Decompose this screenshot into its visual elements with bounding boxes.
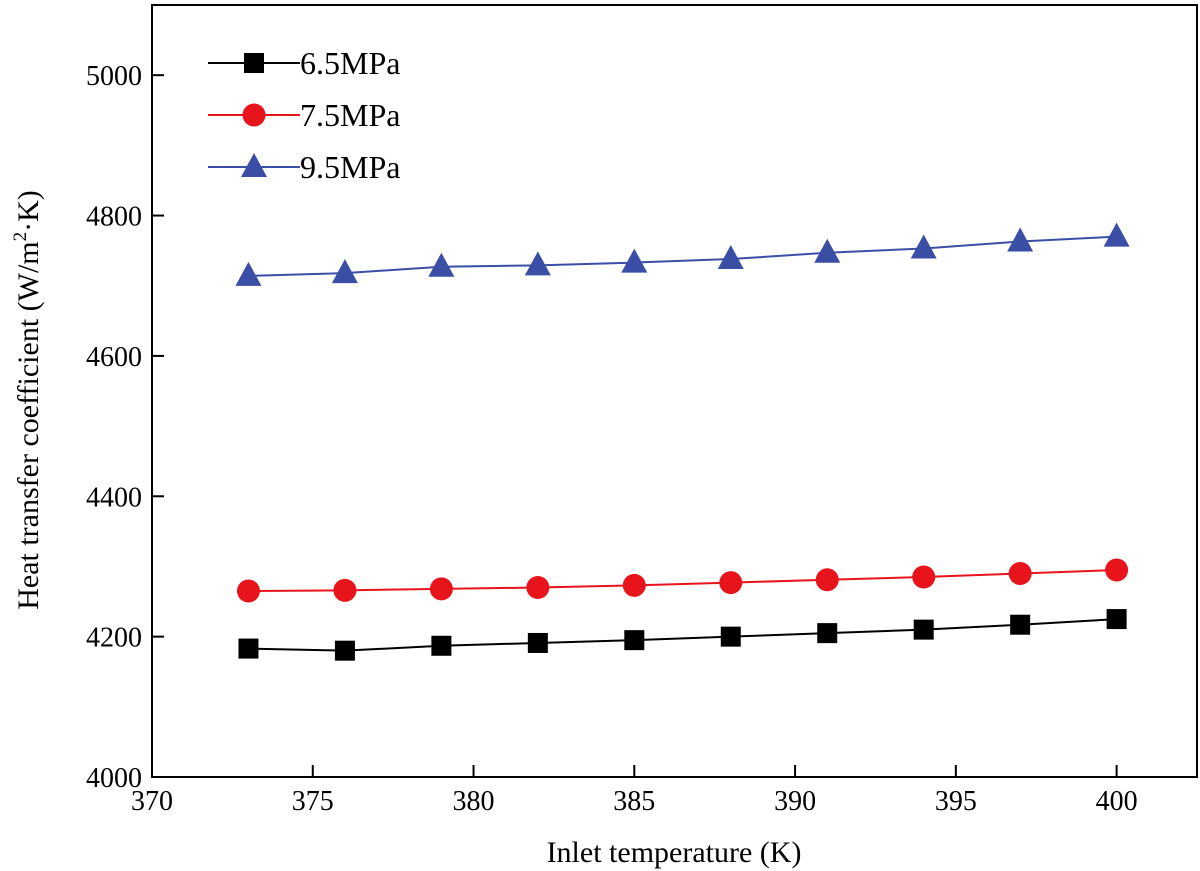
x-tick-label: 375 <box>292 786 334 817</box>
data-point <box>1008 561 1032 585</box>
legend-item: 6.5MPa <box>208 45 400 81</box>
data-point <box>429 577 453 601</box>
data-point <box>622 573 646 597</box>
series-6.5MPa <box>238 609 1127 661</box>
x-tick-label: 400 <box>1096 786 1138 817</box>
y-axis-title-end: ·K) <box>12 190 45 232</box>
x-tick-label: 380 <box>453 786 495 817</box>
data-point <box>912 565 936 589</box>
series-line <box>248 568 1117 593</box>
data-point <box>814 238 841 263</box>
data-point <box>333 578 357 602</box>
series-layer <box>235 222 1130 661</box>
data-point <box>621 248 648 273</box>
x-tick-label: 390 <box>774 786 816 817</box>
x-tick-label: 385 <box>613 786 655 817</box>
data-point <box>720 626 741 647</box>
data-point <box>719 571 743 595</box>
data-point <box>913 619 934 640</box>
data-point <box>334 640 355 661</box>
y-tick-label: 4200 <box>86 623 142 654</box>
data-point <box>1007 227 1034 252</box>
y-axis: 4000 4200 4400 4600 4800 5000 <box>86 61 164 794</box>
data-point <box>428 252 455 277</box>
series-line <box>248 618 1117 652</box>
data-point <box>527 632 548 653</box>
y-tick-label: 5000 <box>86 61 142 92</box>
series-line <box>248 235 1117 277</box>
x-tick-label: 370 <box>131 786 173 817</box>
legend-label: 7.5MPa <box>300 97 400 133</box>
y-tick-label: 4800 <box>86 202 142 233</box>
legend: 6.5MPa 7.5MPa 9.5MPa <box>208 45 400 185</box>
data-point <box>1106 609 1127 630</box>
data-point <box>1010 614 1031 635</box>
legend-item: 7.5MPa <box>208 97 400 133</box>
data-point <box>526 576 550 600</box>
data-point <box>1103 222 1130 247</box>
legend-marker <box>241 153 267 177</box>
plot-frame <box>151 4 1198 778</box>
data-point <box>910 234 937 259</box>
y-tick-label: 4600 <box>86 342 142 373</box>
x-tick-label: 395 <box>935 786 977 817</box>
y-axis-title-superscript: 2 <box>10 232 31 242</box>
y-tick-label: 4000 <box>86 763 142 794</box>
data-point <box>815 568 839 592</box>
data-point <box>331 259 358 284</box>
data-point <box>1105 558 1129 582</box>
x-axis: 370 375 380 385 390 395 400 <box>131 765 1138 817</box>
legend-marker <box>242 103 266 127</box>
data-point <box>817 623 838 644</box>
data-point <box>717 245 744 270</box>
legend-label: 9.5MPa <box>300 149 400 185</box>
legend-label: 6.5MPa <box>300 45 400 81</box>
data-point <box>236 579 260 603</box>
x-axis-title: Inlet temperature (K) <box>547 836 802 869</box>
y-axis-title: Heat transfer coefficient (W/m2·K) <box>10 190 45 610</box>
legend-item: 9.5MPa <box>208 149 400 185</box>
legend-marker <box>244 53 264 73</box>
data-point <box>624 630 645 651</box>
series-7.5MPa <box>236 558 1129 603</box>
data-point <box>524 251 551 276</box>
data-point <box>238 638 259 659</box>
data-point <box>235 261 262 286</box>
data-point <box>431 635 452 656</box>
y-axis-title-main: Heat transfer coefficient (W/m <box>12 241 45 609</box>
y-tick-label: 4400 <box>86 482 142 513</box>
series-9.5MPa <box>235 222 1130 286</box>
